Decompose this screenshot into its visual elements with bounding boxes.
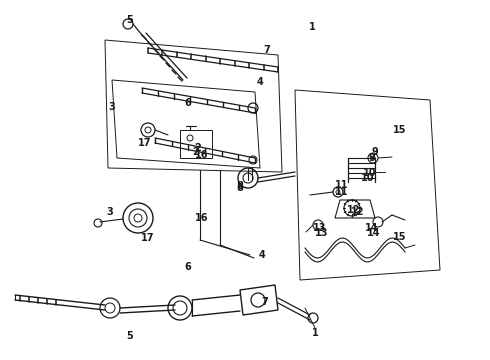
Text: 4: 4: [257, 77, 264, 87]
Text: 4: 4: [259, 250, 266, 260]
Text: 15: 15: [393, 125, 407, 135]
Text: 6: 6: [185, 98, 192, 108]
Text: 16: 16: [195, 150, 209, 160]
Text: 9: 9: [368, 153, 375, 163]
Text: 14: 14: [365, 223, 379, 233]
Text: 7: 7: [262, 297, 269, 307]
Text: 3: 3: [107, 207, 113, 217]
Text: 5: 5: [126, 331, 133, 341]
Text: 10: 10: [361, 173, 375, 183]
Text: 6: 6: [185, 262, 192, 272]
Text: 17: 17: [138, 138, 152, 148]
Text: 11: 11: [335, 187, 349, 197]
Text: 12: 12: [347, 205, 361, 215]
Text: 12: 12: [351, 207, 365, 217]
Text: 11: 11: [335, 180, 349, 190]
Text: 2: 2: [195, 143, 201, 153]
Text: 15: 15: [393, 232, 407, 242]
Text: 13: 13: [315, 228, 329, 238]
Text: 13: 13: [313, 223, 327, 233]
Text: 8: 8: [237, 181, 244, 191]
Text: 8: 8: [237, 183, 244, 193]
Text: 16: 16: [195, 213, 209, 223]
Text: 17: 17: [141, 233, 155, 243]
Text: 9: 9: [371, 147, 378, 157]
Text: 14: 14: [367, 228, 381, 238]
Text: 2: 2: [193, 147, 199, 157]
Text: 10: 10: [363, 168, 377, 178]
Text: 5: 5: [126, 15, 133, 25]
Text: 3: 3: [109, 102, 115, 112]
Text: 1: 1: [312, 328, 318, 338]
Text: 1: 1: [309, 22, 316, 32]
Text: 7: 7: [264, 45, 270, 55]
